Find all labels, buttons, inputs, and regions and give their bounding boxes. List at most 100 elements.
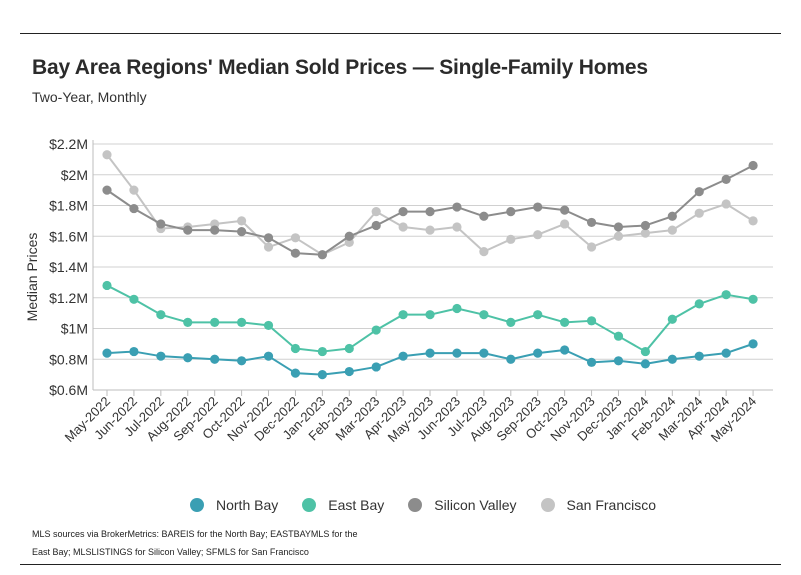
data-point-east-bay — [748, 294, 758, 304]
data-point-silicon-valley — [586, 217, 597, 228]
legend-item-east-bay: East Bay — [302, 497, 384, 513]
data-point-north-bay — [398, 351, 408, 361]
data-point-san-francisco — [452, 222, 462, 232]
y-tick-label: $2M — [61, 167, 88, 183]
data-point-san-francisco — [425, 225, 435, 235]
data-point-san-francisco — [398, 222, 408, 232]
data-point-silicon-valley — [694, 187, 704, 197]
data-point-east-bay — [317, 346, 327, 357]
data-point-north-bay — [479, 348, 489, 358]
data-point-north-bay — [560, 345, 570, 355]
legend-label: East Bay — [328, 497, 385, 513]
legend-item-north-bay: North Bay — [190, 497, 278, 513]
data-point-north-bay — [506, 354, 516, 364]
data-point-silicon-valley — [640, 220, 651, 231]
data-point-east-bay — [425, 310, 435, 320]
data-point-silicon-valley — [263, 233, 274, 243]
y-tick-label: $0.8M — [49, 351, 88, 367]
legend-swatch — [408, 498, 423, 512]
data-point-north-bay — [452, 348, 462, 358]
data-point-east-bay — [290, 343, 301, 354]
data-point-east-bay — [398, 310, 408, 320]
data-point-north-bay — [533, 348, 543, 358]
data-point-silicon-valley — [721, 174, 731, 184]
data-point-north-bay — [237, 356, 247, 366]
data-point-east-bay — [129, 294, 139, 304]
data-point-east-bay — [371, 325, 381, 335]
data-point-north-bay — [748, 339, 758, 349]
data-point-north-bay — [721, 348, 731, 358]
data-point-east-bay — [586, 316, 597, 326]
data-point-silicon-valley — [317, 250, 327, 260]
data-point-north-bay — [290, 368, 301, 378]
data-point-silicon-valley — [560, 205, 570, 215]
data-point-san-francisco — [721, 199, 731, 209]
data-point-north-bay — [694, 351, 704, 361]
y-tick-label: $0.6M — [49, 382, 88, 398]
data-point-north-bay — [640, 359, 651, 369]
y-tick-label: $1.2M — [49, 290, 88, 306]
data-point-east-bay — [452, 303, 462, 314]
series-line-san-francisco — [106, 154, 754, 256]
y-tick-label: $1.4M — [49, 259, 88, 275]
y-tick-label: $2.2M — [49, 136, 88, 152]
data-point-silicon-valley — [667, 211, 677, 221]
legend-label: Silicon Valley — [434, 497, 517, 513]
data-point-east-bay — [183, 317, 193, 327]
data-point-silicon-valley — [748, 160, 758, 171]
data-point-san-francisco — [290, 233, 301, 243]
legend: North Bay East Bay Silicon Valley San Franc… — [190, 494, 680, 516]
data-point-silicon-valley — [344, 231, 354, 241]
legend-swatch — [302, 498, 317, 512]
data-point-east-bay — [156, 310, 166, 320]
data-point-silicon-valley — [452, 202, 462, 212]
data-point-north-bay — [210, 354, 220, 364]
data-point-north-bay — [317, 370, 327, 380]
legend-item-san-francisco: San Francisco — [540, 497, 656, 513]
data-point-san-francisco — [506, 234, 516, 244]
data-point-silicon-valley — [102, 185, 112, 195]
data-point-san-francisco — [102, 150, 112, 160]
data-point-silicon-valley — [129, 203, 139, 214]
data-point-north-bay — [102, 348, 112, 358]
data-point-east-bay — [102, 280, 112, 291]
legend-swatch — [540, 498, 555, 512]
top-rule — [20, 33, 781, 34]
data-point-silicon-valley — [425, 207, 435, 217]
data-point-north-bay — [371, 362, 381, 372]
chart-title: Bay Area Regions' Median Sold Prices — S… — [32, 56, 648, 79]
data-point-san-francisco — [748, 216, 758, 226]
data-point-east-bay — [533, 310, 543, 320]
data-point-east-bay — [560, 317, 570, 327]
data-point-north-bay — [425, 348, 435, 358]
data-point-silicon-valley — [398, 207, 408, 217]
data-point-silicon-valley — [371, 220, 381, 231]
data-point-north-bay — [263, 351, 274, 361]
source-note: MLS sources via BrokerMetrics: BAREIS fo… — [32, 529, 358, 557]
y-tick-label: $1.6M — [49, 228, 88, 244]
y-tick-label: $1M — [61, 321, 88, 337]
data-point-san-francisco — [371, 207, 381, 217]
data-point-north-bay — [667, 354, 677, 364]
legend-label: North Bay — [216, 497, 279, 513]
data-point-silicon-valley — [479, 211, 489, 221]
data-point-san-francisco — [586, 242, 597, 252]
y-axis-title: Median Prices — [24, 233, 40, 322]
legend-item-silicon-valley: Silicon Valley — [408, 497, 517, 513]
data-point-silicon-valley — [533, 202, 543, 212]
chart-subtitle: Two-Year, Monthly — [32, 89, 147, 105]
data-point-east-bay — [613, 331, 624, 341]
data-point-north-bay — [156, 351, 166, 361]
data-point-east-bay — [237, 317, 247, 327]
data-point-san-francisco — [533, 230, 543, 240]
data-point-san-francisco — [667, 225, 677, 235]
data-point-silicon-valley — [613, 222, 624, 232]
data-point-north-bay — [129, 346, 139, 357]
data-point-san-francisco — [640, 228, 651, 238]
legend-label: San Francisco — [566, 497, 656, 513]
legend-swatch — [190, 498, 204, 512]
data-point-silicon-valley — [183, 225, 193, 235]
data-point-east-bay — [263, 320, 274, 331]
